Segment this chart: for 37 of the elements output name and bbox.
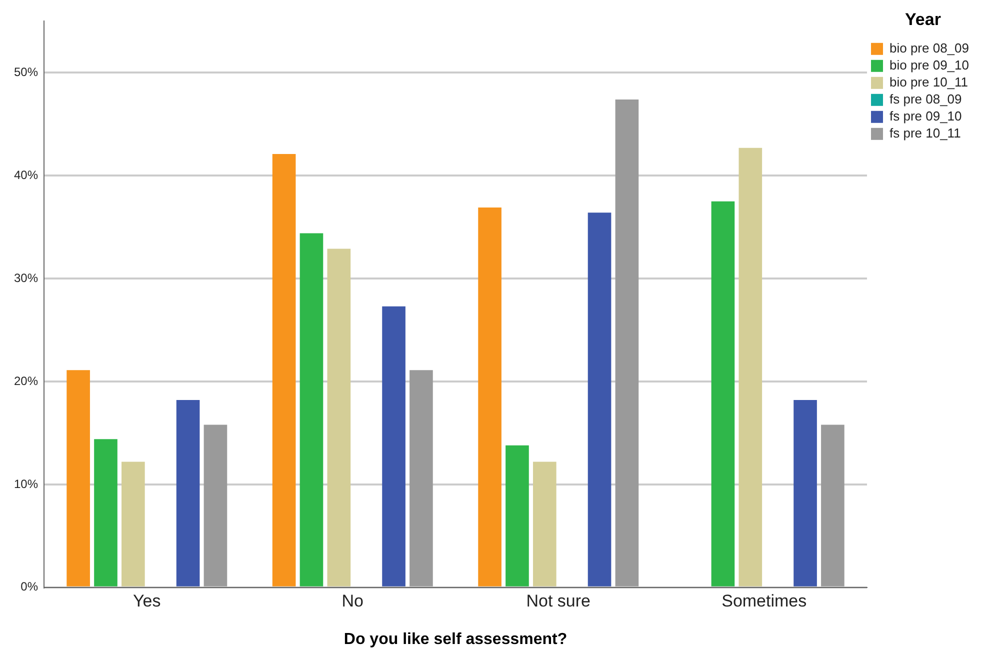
bar bbox=[615, 99, 639, 586]
x-tick-label: Sometimes bbox=[722, 591, 807, 610]
bar bbox=[300, 233, 324, 586]
x-tick-label: Yes bbox=[133, 591, 161, 610]
bar bbox=[506, 445, 529, 586]
bar bbox=[738, 148, 762, 586]
x-tick-label: Not sure bbox=[526, 591, 590, 610]
legend-label: fs pre 10_11 bbox=[889, 125, 961, 140]
bar bbox=[204, 424, 228, 586]
bar bbox=[410, 370, 433, 586]
legend-label: bio pre 09_10 bbox=[889, 57, 970, 72]
x-tick-label: No bbox=[342, 591, 364, 610]
bar bbox=[794, 400, 817, 586]
legend-label: fs pre 08_09 bbox=[889, 91, 962, 106]
bar bbox=[588, 212, 612, 586]
bar bbox=[122, 462, 145, 586]
y-tick-label: 0% bbox=[20, 580, 38, 594]
bar bbox=[66, 370, 90, 586]
x-axis-title: Do you like self assessment? bbox=[344, 630, 568, 648]
bar bbox=[94, 439, 118, 586]
bar bbox=[711, 201, 735, 586]
y-tick-label: 10% bbox=[14, 476, 38, 491]
legend-label: bio pre 08_09 bbox=[889, 40, 970, 56]
y-tick-label: 20% bbox=[14, 374, 38, 388]
y-tick-label: 30% bbox=[14, 270, 38, 285]
bar bbox=[176, 400, 200, 586]
bar bbox=[821, 424, 844, 586]
bar bbox=[327, 248, 351, 586]
bar bbox=[272, 154, 296, 586]
y-tick-label: 50% bbox=[14, 64, 38, 79]
legend-title: Year bbox=[905, 10, 942, 30]
bar bbox=[533, 462, 556, 586]
bar bbox=[382, 306, 406, 586]
legend-label: bio pre 10_11 bbox=[889, 74, 968, 90]
bar bbox=[478, 208, 502, 586]
legend-label: fs pre 09_10 bbox=[889, 108, 962, 124]
y-tick-label: 40% bbox=[14, 168, 38, 182]
